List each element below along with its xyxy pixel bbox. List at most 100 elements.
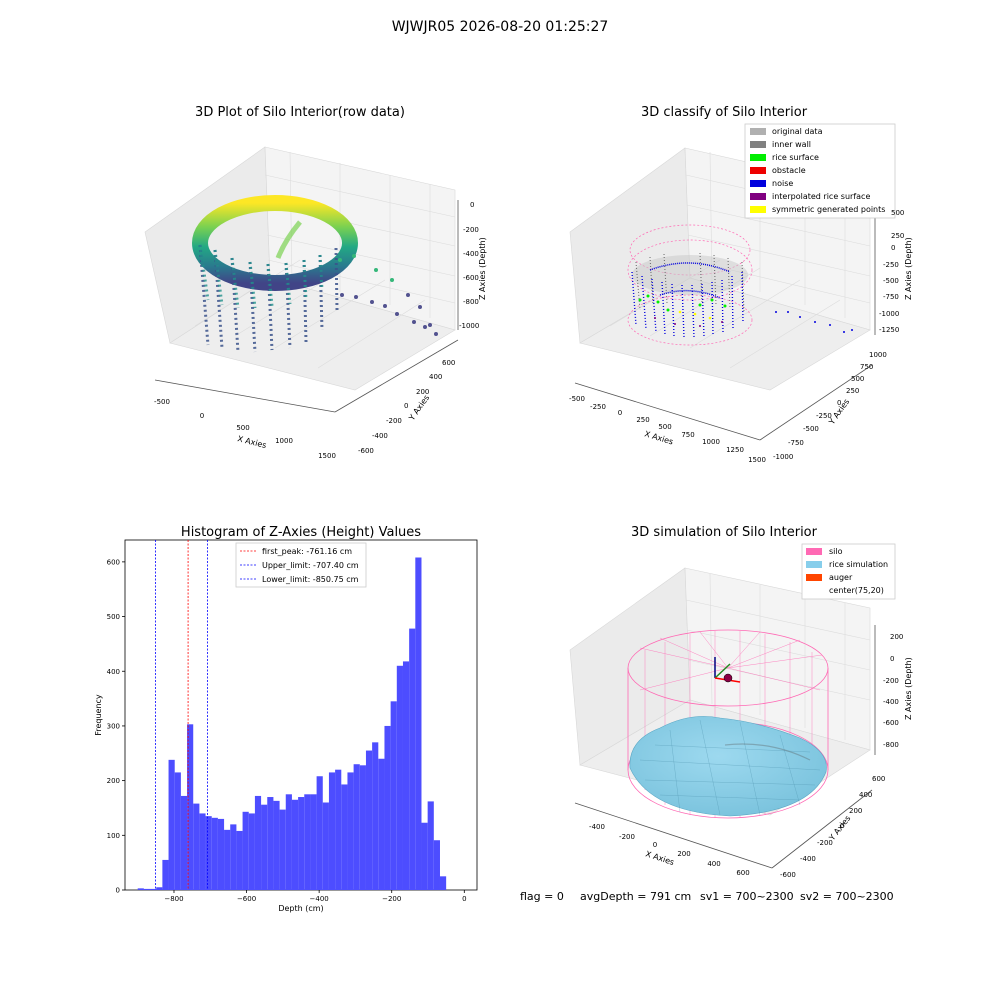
classify-ytick: 0 bbox=[837, 399, 841, 407]
simulation-ztick: -200 bbox=[883, 677, 899, 685]
simulation-xtick: 600 bbox=[736, 869, 749, 877]
simulation-ztick: -800 bbox=[883, 741, 899, 749]
histogram-bar bbox=[378, 758, 385, 890]
legend-item-first-peak: first_peak: -761.16 cm bbox=[240, 547, 352, 556]
histogram-bar bbox=[168, 759, 175, 890]
histogram-bar bbox=[433, 840, 440, 890]
classify-points bbox=[627, 224, 853, 346]
classify-x-ticks: -500 -250 0 250 500 750 1000 1250 1500 bbox=[569, 395, 766, 464]
classify-xtick: 1000 bbox=[702, 438, 720, 446]
raw-ylabel: Y Axies bbox=[407, 393, 432, 423]
svg-text:center(75,20): center(75,20) bbox=[829, 586, 884, 595]
classify-ytick: -250 bbox=[816, 412, 832, 420]
histogram-bar bbox=[187, 724, 194, 890]
histogram-bar bbox=[353, 764, 360, 890]
legend-item-lower-limit: Lower_limit: -850.75 cm bbox=[240, 575, 359, 584]
simulation-legend: silo rice simulation auger center(75,20) bbox=[801, 543, 896, 600]
histogram-bar bbox=[310, 794, 317, 890]
legend-item-obstacle: obstacle bbox=[750, 166, 806, 175]
legend-item-rice-surface: rice surface bbox=[750, 153, 819, 162]
simulation-xtick: 400 bbox=[707, 860, 720, 868]
histogram-bar bbox=[285, 794, 292, 890]
histogram-bar bbox=[205, 816, 212, 890]
footer-stats: flag = 0 avgDepth = 791 cm sv1 = 700~230… bbox=[520, 890, 894, 903]
histogram-bar bbox=[211, 817, 218, 890]
legend-item-center: center(75,20) bbox=[829, 586, 884, 595]
legend-item-upper-limit: Upper_limit: -707.40 cm bbox=[240, 561, 359, 570]
simulation-ytick: -600 bbox=[780, 871, 796, 879]
histogram-bar bbox=[421, 822, 428, 890]
raw-ytick: 400 bbox=[429, 373, 442, 381]
svg-text:first_peak: -761.16 cm: first_peak: -761.16 cm bbox=[262, 547, 352, 556]
raw-silo-points bbox=[192, 195, 438, 353]
classify-xtick: -250 bbox=[590, 403, 606, 411]
simulation-xlabel: X Axies bbox=[644, 849, 675, 867]
legend-item-noise: noise bbox=[750, 179, 793, 188]
simulation-ylabel: Y Axies bbox=[827, 814, 853, 843]
simulation-y-ticks: -600 -400 -200 0 200 400 600 bbox=[780, 775, 885, 879]
svg-text:Upper_limit: -707.40 cm: Upper_limit: -707.40 cm bbox=[262, 561, 359, 570]
raw-xtick: 500 bbox=[236, 424, 249, 432]
histogram-bar bbox=[341, 784, 348, 890]
histogram-bar bbox=[224, 829, 231, 890]
simulation-xtick: 200 bbox=[677, 850, 690, 858]
histogram-title: Histogram of Z-Axies (Height) Values bbox=[181, 525, 421, 540]
histogram-ytick-label: 100 bbox=[107, 832, 120, 840]
simulation-ztick: 200 bbox=[890, 633, 903, 641]
simulation-z-ticks: 200 0 -200 -400 -600 -800 bbox=[883, 633, 903, 749]
histogram-bar bbox=[409, 628, 416, 890]
histogram-bar bbox=[402, 661, 410, 890]
simulation-ytick: 400 bbox=[859, 791, 872, 799]
classify-ztick: -1250 bbox=[879, 326, 899, 334]
histogram-xtick-label: −800 bbox=[164, 895, 183, 903]
simulation-title: 3D simulation of Silo Interior bbox=[631, 525, 818, 540]
panel-raw-title: 3D Plot of Silo Interior(row data) bbox=[195, 105, 405, 120]
histogram-bar bbox=[242, 811, 249, 890]
histogram-bar bbox=[359, 765, 366, 890]
histogram-bar bbox=[365, 750, 373, 890]
classify-ztick: -250 bbox=[883, 261, 899, 269]
raw-ztick: -1000 bbox=[459, 322, 479, 330]
histogram-xtick-label: −600 bbox=[237, 895, 256, 903]
histogram-bar bbox=[267, 797, 274, 890]
histogram-bar bbox=[236, 830, 243, 890]
svg-text:silo: silo bbox=[829, 547, 843, 556]
histogram-bar bbox=[156, 887, 163, 890]
histogram-ytick-label: 200 bbox=[107, 777, 120, 785]
histogram-bar bbox=[137, 888, 144, 890]
legend-item-original-data: original data bbox=[750, 127, 823, 136]
histogram-vlines bbox=[155, 540, 208, 890]
raw-ytick: 200 bbox=[416, 388, 429, 396]
histogram-x-ticks: −800 −600 −400 −200 0 bbox=[164, 890, 467, 903]
simulation-ztick: -600 bbox=[883, 719, 899, 727]
classify-xtick: 0 bbox=[618, 409, 622, 417]
histogram-bar bbox=[162, 859, 169, 890]
legend-item-auger: auger bbox=[806, 573, 853, 582]
histogram-bar bbox=[193, 803, 200, 890]
histogram-bar bbox=[322, 802, 329, 890]
simulation-ytick: -400 bbox=[800, 855, 816, 863]
sv1-value: sv1 = 700~2300 bbox=[700, 890, 794, 903]
panel-histogram: Histogram of Z-Axies (Height) Values −80… bbox=[94, 525, 478, 913]
simulation-ytick: 0 bbox=[840, 822, 844, 830]
classify-xtick: 1500 bbox=[748, 456, 766, 464]
classify-ztick: 250 bbox=[891, 232, 904, 240]
histogram-bar bbox=[248, 813, 255, 890]
histogram-ytick-label: 300 bbox=[107, 722, 120, 730]
histogram-xtick-label: −200 bbox=[382, 895, 401, 903]
histogram-bar bbox=[261, 804, 268, 890]
histogram-bar bbox=[384, 725, 391, 890]
raw-xtick: -500 bbox=[154, 398, 170, 406]
histogram-bar bbox=[199, 813, 206, 890]
histogram-bar bbox=[347, 772, 354, 890]
classify-zlabel: Z Axies (Depth) bbox=[904, 237, 913, 300]
panel-classify-title: 3D classify of Silo Interior bbox=[641, 105, 808, 120]
classify-ztick: 0 bbox=[891, 244, 895, 252]
histogram-bar bbox=[230, 824, 237, 890]
histogram-ytick-label: 500 bbox=[107, 613, 120, 621]
svg-text:inner wall: inner wall bbox=[772, 140, 811, 149]
histogram-bar bbox=[427, 801, 434, 890]
histogram-bar bbox=[174, 772, 181, 890]
raw-y-ticks: -600 -400 -200 0 200 400 600 bbox=[358, 359, 455, 455]
